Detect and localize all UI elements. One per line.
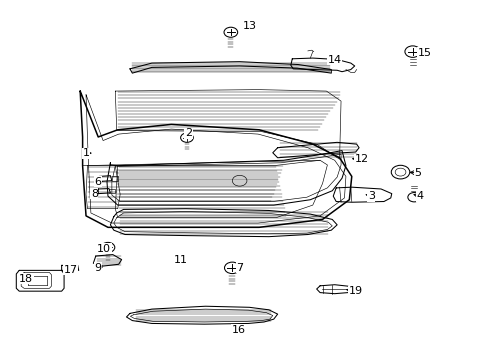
Text: 6: 6 (95, 177, 102, 187)
Text: 7: 7 (236, 263, 243, 273)
Text: 10: 10 (97, 244, 111, 254)
Text: 4: 4 (416, 191, 423, 201)
Text: 12: 12 (354, 154, 368, 164)
Text: 1: 1 (82, 148, 89, 158)
Text: 8: 8 (91, 189, 98, 199)
Text: 15: 15 (417, 48, 431, 58)
Text: 2: 2 (184, 129, 192, 138)
Text: 17: 17 (63, 265, 77, 275)
Text: 18: 18 (19, 274, 33, 284)
Text: 5: 5 (413, 168, 420, 178)
Text: 19: 19 (348, 286, 362, 296)
Text: 16: 16 (231, 325, 245, 335)
Text: 14: 14 (327, 55, 341, 65)
Text: 11: 11 (174, 255, 188, 265)
Text: 9: 9 (95, 263, 102, 273)
Text: 3: 3 (367, 191, 374, 201)
Text: 13: 13 (242, 21, 256, 31)
